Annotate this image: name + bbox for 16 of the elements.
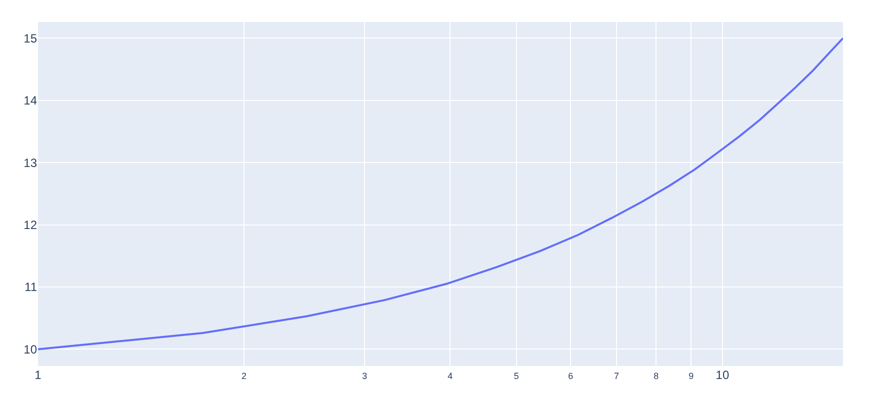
x-tick-label: 1	[34, 368, 42, 382]
x-tick-label: 7	[614, 371, 619, 381]
x-tick-label: 10	[716, 368, 730, 382]
x-tick-label: 4	[448, 371, 453, 381]
x-tick-label: 8	[654, 371, 659, 381]
x-tick-label: 2	[242, 371, 247, 381]
x-tick-label: 6	[568, 371, 574, 381]
x-tick-label: 5	[514, 371, 519, 381]
y-tick-label: 10	[24, 342, 38, 356]
x-tick-label: 9	[688, 371, 694, 381]
x-tick-label: 3	[362, 371, 368, 381]
y-tick-label: 11	[24, 280, 38, 294]
y-tick-label: 15	[24, 31, 38, 46]
y-tick-label: 12	[24, 218, 38, 232]
y-tick-label: 13	[24, 156, 38, 170]
y-tick-label: 14	[24, 94, 38, 108]
